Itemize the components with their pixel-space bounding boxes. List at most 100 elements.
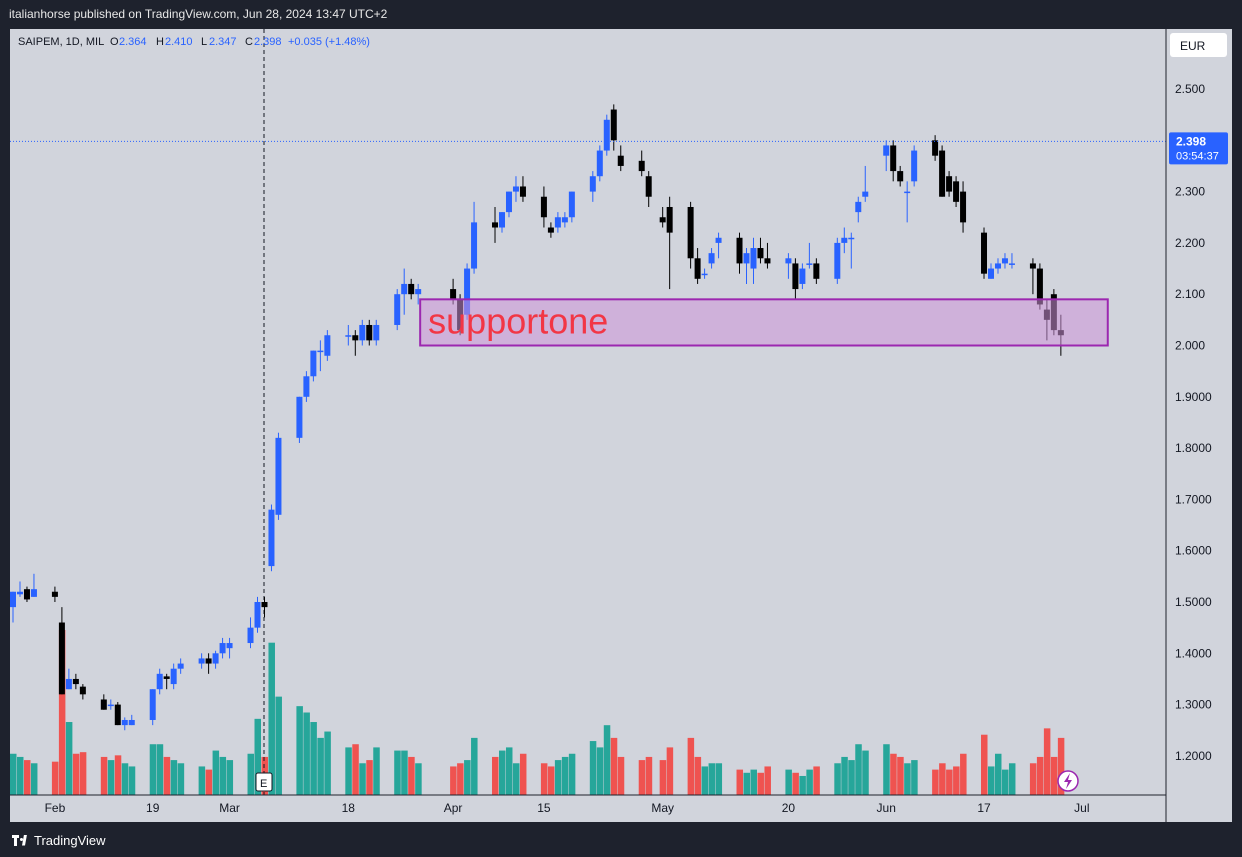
price-axis[interactable]: 2.5002.4002.3002.2002.1002.0001.90001.80… — [1175, 82, 1212, 763]
candle-body[interactable] — [512, 186, 519, 192]
candle-body[interactable] — [561, 217, 568, 223]
candle-body[interactable] — [960, 191, 967, 223]
candle-body[interactable] — [275, 437, 282, 515]
candle-body[interactable] — [107, 704, 114, 707]
candle-body[interactable] — [1036, 268, 1043, 305]
candle-body[interactable] — [715, 237, 722, 243]
candle-body[interactable] — [736, 237, 743, 264]
candle-body[interactable] — [645, 176, 652, 197]
candle-body[interactable] — [10, 591, 16, 608]
candle-body[interactable] — [128, 719, 135, 726]
candle-body[interactable] — [415, 289, 422, 295]
candle-body[interactable] — [170, 668, 177, 685]
candle-body[interactable] — [114, 704, 121, 726]
candle-body[interactable] — [261, 602, 268, 608]
candle-body[interactable] — [855, 201, 862, 213]
candle-body[interactable] — [834, 242, 841, 279]
candle-body[interactable] — [848, 237, 855, 240]
candle-body[interactable] — [841, 237, 848, 243]
candle-body[interactable] — [254, 602, 261, 628]
candle-body[interactable] — [904, 191, 911, 194]
candle-body[interactable] — [638, 160, 645, 172]
candle-body[interactable] — [932, 140, 939, 156]
candle-body[interactable] — [198, 658, 205, 664]
candle-body[interactable] — [16, 591, 23, 595]
candle-body[interactable] — [687, 206, 694, 259]
candle-body[interactable] — [408, 283, 415, 295]
candle-body[interactable] — [953, 181, 960, 202]
candle-body[interactable] — [226, 643, 233, 649]
candle-body[interactable] — [51, 591, 58, 597]
candle-body[interactable] — [617, 155, 624, 166]
candle-body[interactable] — [764, 258, 771, 264]
candle-body[interactable] — [890, 145, 897, 172]
candle-body[interactable] — [464, 268, 471, 315]
candle-body[interactable] — [547, 227, 554, 233]
candle-body[interactable] — [268, 509, 275, 567]
candle-body[interactable] — [792, 263, 799, 290]
candle-body[interactable] — [589, 176, 596, 192]
support-zone-rectangle[interactable] — [419, 298, 1109, 347]
lightning-icon[interactable] — [1057, 770, 1079, 792]
candle-body[interactable] — [212, 653, 219, 664]
candle-body[interactable] — [694, 258, 701, 279]
candle-body[interactable] — [897, 171, 904, 182]
candle-body[interactable] — [65, 678, 72, 690]
candle-body[interactable] — [471, 222, 478, 269]
candle-body[interactable] — [988, 268, 994, 279]
tradingview-logo[interactable]: TradingView — [12, 833, 106, 848]
candle-body[interactable] — [939, 150, 946, 197]
candle-body[interactable] — [1008, 263, 1015, 265]
candle-body[interactable] — [981, 232, 988, 274]
candle-body[interactable] — [345, 335, 352, 337]
earnings-marker[interactable]: E — [255, 772, 273, 792]
candle-body[interactable] — [610, 109, 617, 141]
candle-body[interactable] — [1001, 258, 1008, 264]
candle-body[interactable] — [359, 324, 366, 341]
candle-body[interactable] — [492, 222, 499, 228]
candle-body[interactable] — [100, 699, 107, 710]
candle-body[interactable] — [30, 589, 37, 597]
candle-body[interactable] — [219, 643, 226, 654]
candle-body[interactable] — [1029, 263, 1036, 269]
candle-body[interactable] — [554, 217, 561, 228]
candle-body[interactable] — [163, 676, 170, 679]
chart-frame[interactable]: supportone SAIPEM, 1D, MIL O 2.364 H 2.4… — [9, 28, 1233, 824]
candle-body[interactable] — [303, 376, 310, 397]
candle-body[interactable] — [450, 289, 457, 300]
candle-body[interactable] — [883, 145, 890, 156]
candle-body[interactable] — [505, 191, 512, 213]
candle-body[interactable] — [499, 212, 505, 228]
candle-body[interactable] — [666, 206, 673, 233]
candle-body[interactable] — [596, 150, 603, 177]
candle-body[interactable] — [23, 589, 30, 600]
candle-body[interactable] — [994, 263, 1001, 269]
candle-body[interactable] — [862, 191, 869, 197]
candle-body[interactable] — [799, 268, 806, 284]
candle-body[interactable] — [296, 396, 303, 438]
candle-body[interactable] — [58, 622, 65, 695]
candle-body[interactable] — [247, 627, 254, 644]
currency-button[interactable] — [1170, 33, 1227, 57]
candle-body[interactable] — [401, 283, 408, 295]
candle-body[interactable] — [911, 150, 918, 182]
candle-body[interactable] — [177, 663, 184, 669]
candle-body[interactable] — [701, 273, 708, 276]
time-axis[interactable]: Feb 19 Mar 18 Apr 15 May 20 Jun 17 Jul — [45, 801, 1090, 815]
candle-body[interactable] — [149, 689, 156, 720]
candle-body[interactable] — [743, 253, 750, 264]
candle-body[interactable] — [708, 253, 715, 264]
candle-body[interactable] — [324, 335, 331, 356]
candle-body[interactable] — [317, 350, 324, 353]
candle-body[interactable] — [813, 263, 820, 279]
candle-body[interactable] — [806, 263, 813, 265]
candle-body[interactable] — [373, 324, 380, 341]
candle-body[interactable] — [79, 686, 86, 695]
candle-body[interactable] — [659, 217, 666, 223]
candle-body[interactable] — [785, 258, 792, 264]
candle-body[interactable] — [72, 678, 79, 685]
candle-body[interactable] — [394, 294, 401, 325]
candle-body[interactable] — [352, 335, 359, 341]
candle-body[interactable] — [310, 350, 317, 377]
candle-body[interactable] — [603, 119, 610, 151]
